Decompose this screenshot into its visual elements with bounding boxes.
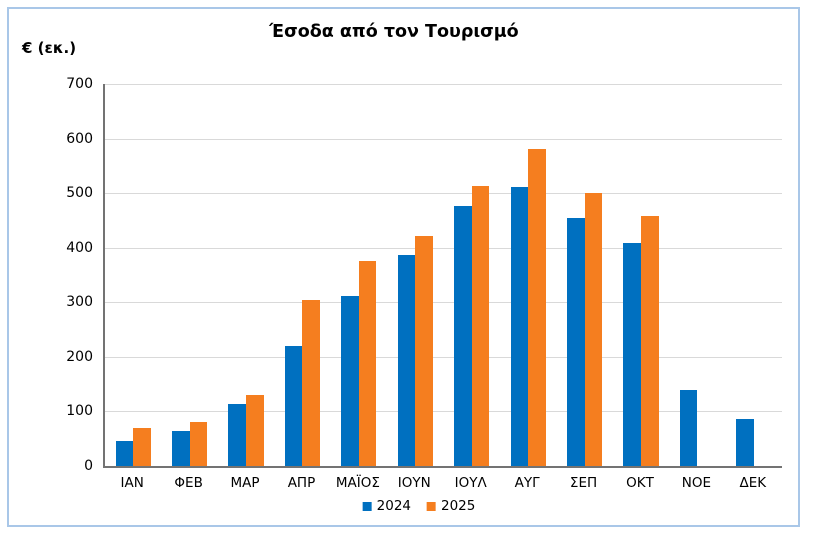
- legend-swatch-icon: [362, 501, 372, 511]
- x-label-ΣΕΠ: ΣΕΠ: [569, 475, 598, 491]
- bar-2024-ΑΥΓ: [510, 187, 529, 466]
- bar-2025-ΙΟΥΛ: [471, 186, 490, 466]
- x-label-ΟΚΤ: ΟΚΤ: [626, 475, 654, 491]
- gridline-500: [105, 193, 782, 195]
- x-label-ΜΑΡ: ΜΑΡ: [230, 475, 260, 491]
- bar-2025-ΜΑΪΟΣ: [358, 261, 377, 466]
- y-tick-label-100: 100: [66, 403, 93, 420]
- legend-label: 2024: [376, 498, 411, 514]
- bar-2024-ΜΑΪΟΣ: [341, 295, 359, 466]
- gridline-100: [105, 411, 782, 413]
- bar-2024-ΜΑΡ: [228, 404, 247, 466]
- bar-2025-ΟΚΤ: [640, 215, 659, 466]
- chart-frame: Έσοδα από τον Τουρισμό € (εκ.) 0 100 200 30…: [7, 7, 800, 527]
- y-axis-unit-label: € (εκ.): [22, 39, 77, 57]
- bar-2024-ΙΟΥΛ: [454, 206, 472, 466]
- y-tick-label-300: 300: [66, 294, 93, 311]
- x-label-ΑΠΡ: ΑΠΡ: [287, 475, 316, 491]
- bar-2024-ΝΟΕ: [679, 389, 698, 466]
- bar-2024-ΦΕΒ: [172, 430, 190, 466]
- bar-2024-ΙΑΝ: [115, 441, 134, 466]
- legend-swatch-icon: [427, 501, 436, 511]
- gridline-400: [105, 247, 782, 249]
- bar-2025-ΙΑΝ: [133, 428, 151, 466]
- x-label-ΙΟΥΛ: ΙΟΥΛ: [454, 475, 487, 491]
- y-tick-label-0: 0: [84, 458, 93, 474]
- gridline-600: [105, 138, 782, 140]
- x-label-ΙΟΥΝ: ΙΟΥΝ: [397, 475, 431, 491]
- legend-item-2024: 2024: [362, 498, 411, 514]
- x-label-ΔΕΚ: ΔΕΚ: [739, 475, 767, 491]
- bar-2025-ΑΥΓ: [528, 148, 546, 466]
- gridline-200: [105, 356, 782, 358]
- gridline-300: [105, 302, 782, 304]
- y-tick-label-400: 400: [66, 239, 93, 256]
- legend-label: 2025: [441, 498, 476, 514]
- x-label-ΑΥΓ: ΑΥΓ: [514, 475, 540, 491]
- chart-title: Έσοδα από τον Τουρισμό: [269, 22, 519, 42]
- y-tick-label-200: 200: [66, 348, 93, 365]
- y-tick-label-700: 700: [66, 76, 93, 92]
- y-tick-label-600: 600: [66, 130, 93, 147]
- x-label-ΜΑΪΟΣ: ΜΑΪΟΣ: [335, 475, 380, 491]
- bar-2025-ΑΠΡ: [302, 299, 321, 466]
- x-label-ΝΟΕ: ΝΟΕ: [681, 475, 712, 491]
- plot-area: [103, 84, 782, 468]
- bar-2025-ΜΑΡ: [246, 395, 264, 466]
- bar-2025-ΙΟΥΝ: [415, 235, 433, 466]
- bar-2024-ΟΚΤ: [623, 242, 641, 466]
- y-tick-label-500: 500: [66, 185, 93, 202]
- bar-2025-ΣΕΠ: [584, 193, 603, 466]
- legend: 2024 2025: [362, 498, 475, 514]
- bar-2024-ΣΕΠ: [566, 218, 585, 466]
- x-label-ΦΕΒ: ΦΕΒ: [174, 475, 203, 491]
- bar-2024-ΑΠΡ: [284, 345, 303, 466]
- gridline-700: [105, 84, 782, 85]
- bar-2025-ΦΕΒ: [189, 422, 208, 466]
- bar-2024-ΔΕΚ: [736, 418, 754, 466]
- legend-item-2025: 2025: [427, 498, 475, 514]
- x-label-ΙΑΝ: ΙΑΝ: [120, 475, 144, 491]
- bar-2024-ΙΟΥΝ: [397, 254, 416, 466]
